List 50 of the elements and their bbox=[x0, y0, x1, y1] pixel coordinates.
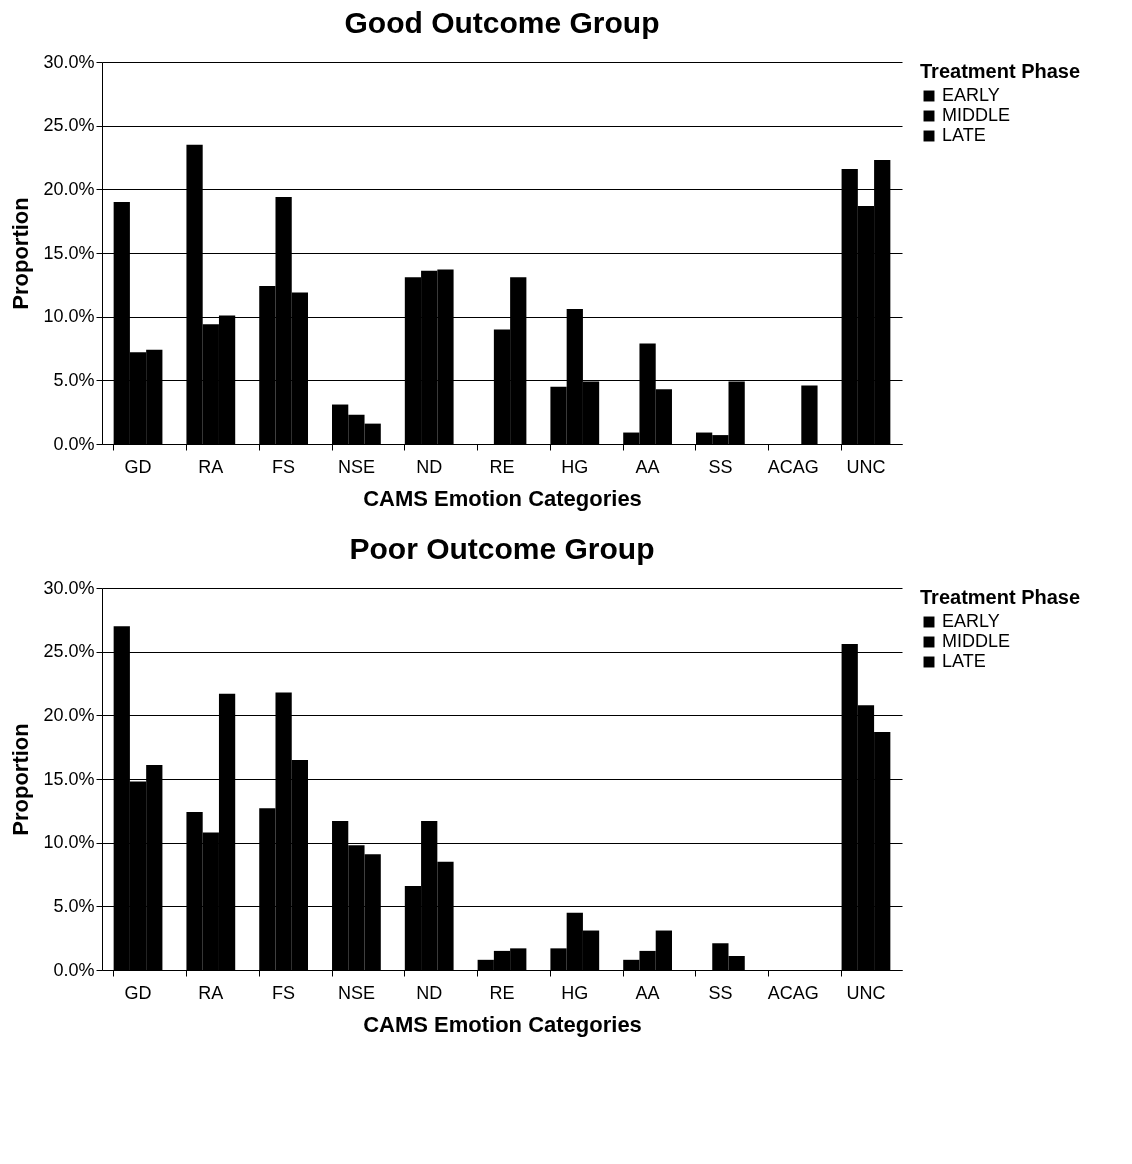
x-tick-label: RA bbox=[198, 456, 224, 477]
y-tick-label: 30.0% bbox=[43, 51, 95, 72]
x-tick-label: SS bbox=[708, 982, 733, 1003]
x-tick-label: AA bbox=[635, 982, 660, 1003]
y-tick-label: 10.0% bbox=[43, 306, 95, 327]
x-tick-label: GD bbox=[124, 456, 152, 477]
y-tick-label: 15.0% bbox=[43, 242, 95, 263]
y-tick-label: 20.0% bbox=[43, 178, 95, 199]
y-tick-label: 15.0% bbox=[43, 768, 95, 789]
x-tick-label: ACAG bbox=[767, 982, 819, 1003]
chart-title: Good Outcome Group bbox=[344, 6, 660, 39]
x-tick-label: NSE bbox=[337, 456, 375, 477]
legend-label: EARLY bbox=[942, 85, 1000, 105]
y-tick-label: 10.0% bbox=[43, 832, 95, 853]
y-axis-title: Proportion bbox=[8, 197, 34, 310]
x-tick-label: RE bbox=[489, 982, 515, 1003]
x-tick-label: RE bbox=[489, 456, 515, 477]
x-tick-label: ACAG bbox=[767, 456, 819, 477]
x-tick-label: UNC bbox=[846, 456, 886, 477]
x-tick-label: AA bbox=[635, 456, 660, 477]
legend-label: LATE bbox=[942, 125, 986, 145]
x-tick-label: FS bbox=[272, 456, 296, 477]
x-tick-label: HG bbox=[561, 456, 589, 477]
x-tick-label: NSE bbox=[337, 982, 375, 1003]
legend-label: MIDDLE bbox=[942, 105, 1011, 125]
x-tick-label: RA bbox=[198, 982, 224, 1003]
y-tick-label: 5.0% bbox=[53, 895, 95, 916]
y-tick-label: 0.0% bbox=[53, 959, 95, 980]
y-axis-title: Proportion bbox=[8, 723, 34, 836]
x-tick-label: HG bbox=[561, 982, 589, 1003]
legend-label: MIDDLE bbox=[942, 631, 1011, 651]
y-tick-label: 25.0% bbox=[43, 641, 95, 662]
x-tick-label: ND bbox=[416, 456, 443, 477]
x-tick-label: FS bbox=[272, 982, 296, 1003]
chart-title: Poor Outcome Group bbox=[349, 532, 655, 565]
legend-title: Treatment Phase bbox=[920, 586, 1081, 608]
y-tick-label: 0.0% bbox=[53, 433, 95, 454]
x-axis-title: CAMS Emotion Categories bbox=[363, 1011, 642, 1037]
legend-title: Treatment Phase bbox=[920, 60, 1081, 82]
y-tick-label: 20.0% bbox=[43, 704, 95, 725]
legend-label: LATE bbox=[942, 651, 986, 671]
x-axis-title: CAMS Emotion Categories bbox=[363, 485, 642, 511]
y-tick-label: 5.0% bbox=[53, 369, 95, 390]
x-tick-label: ND bbox=[416, 982, 443, 1003]
y-tick-label: 25.0% bbox=[43, 115, 95, 136]
x-tick-label: GD bbox=[124, 982, 152, 1003]
y-tick-label: 30.0% bbox=[43, 577, 95, 598]
x-tick-label: UNC bbox=[846, 982, 886, 1003]
x-tick-label: SS bbox=[708, 456, 733, 477]
legend-label: EARLY bbox=[942, 611, 1000, 631]
